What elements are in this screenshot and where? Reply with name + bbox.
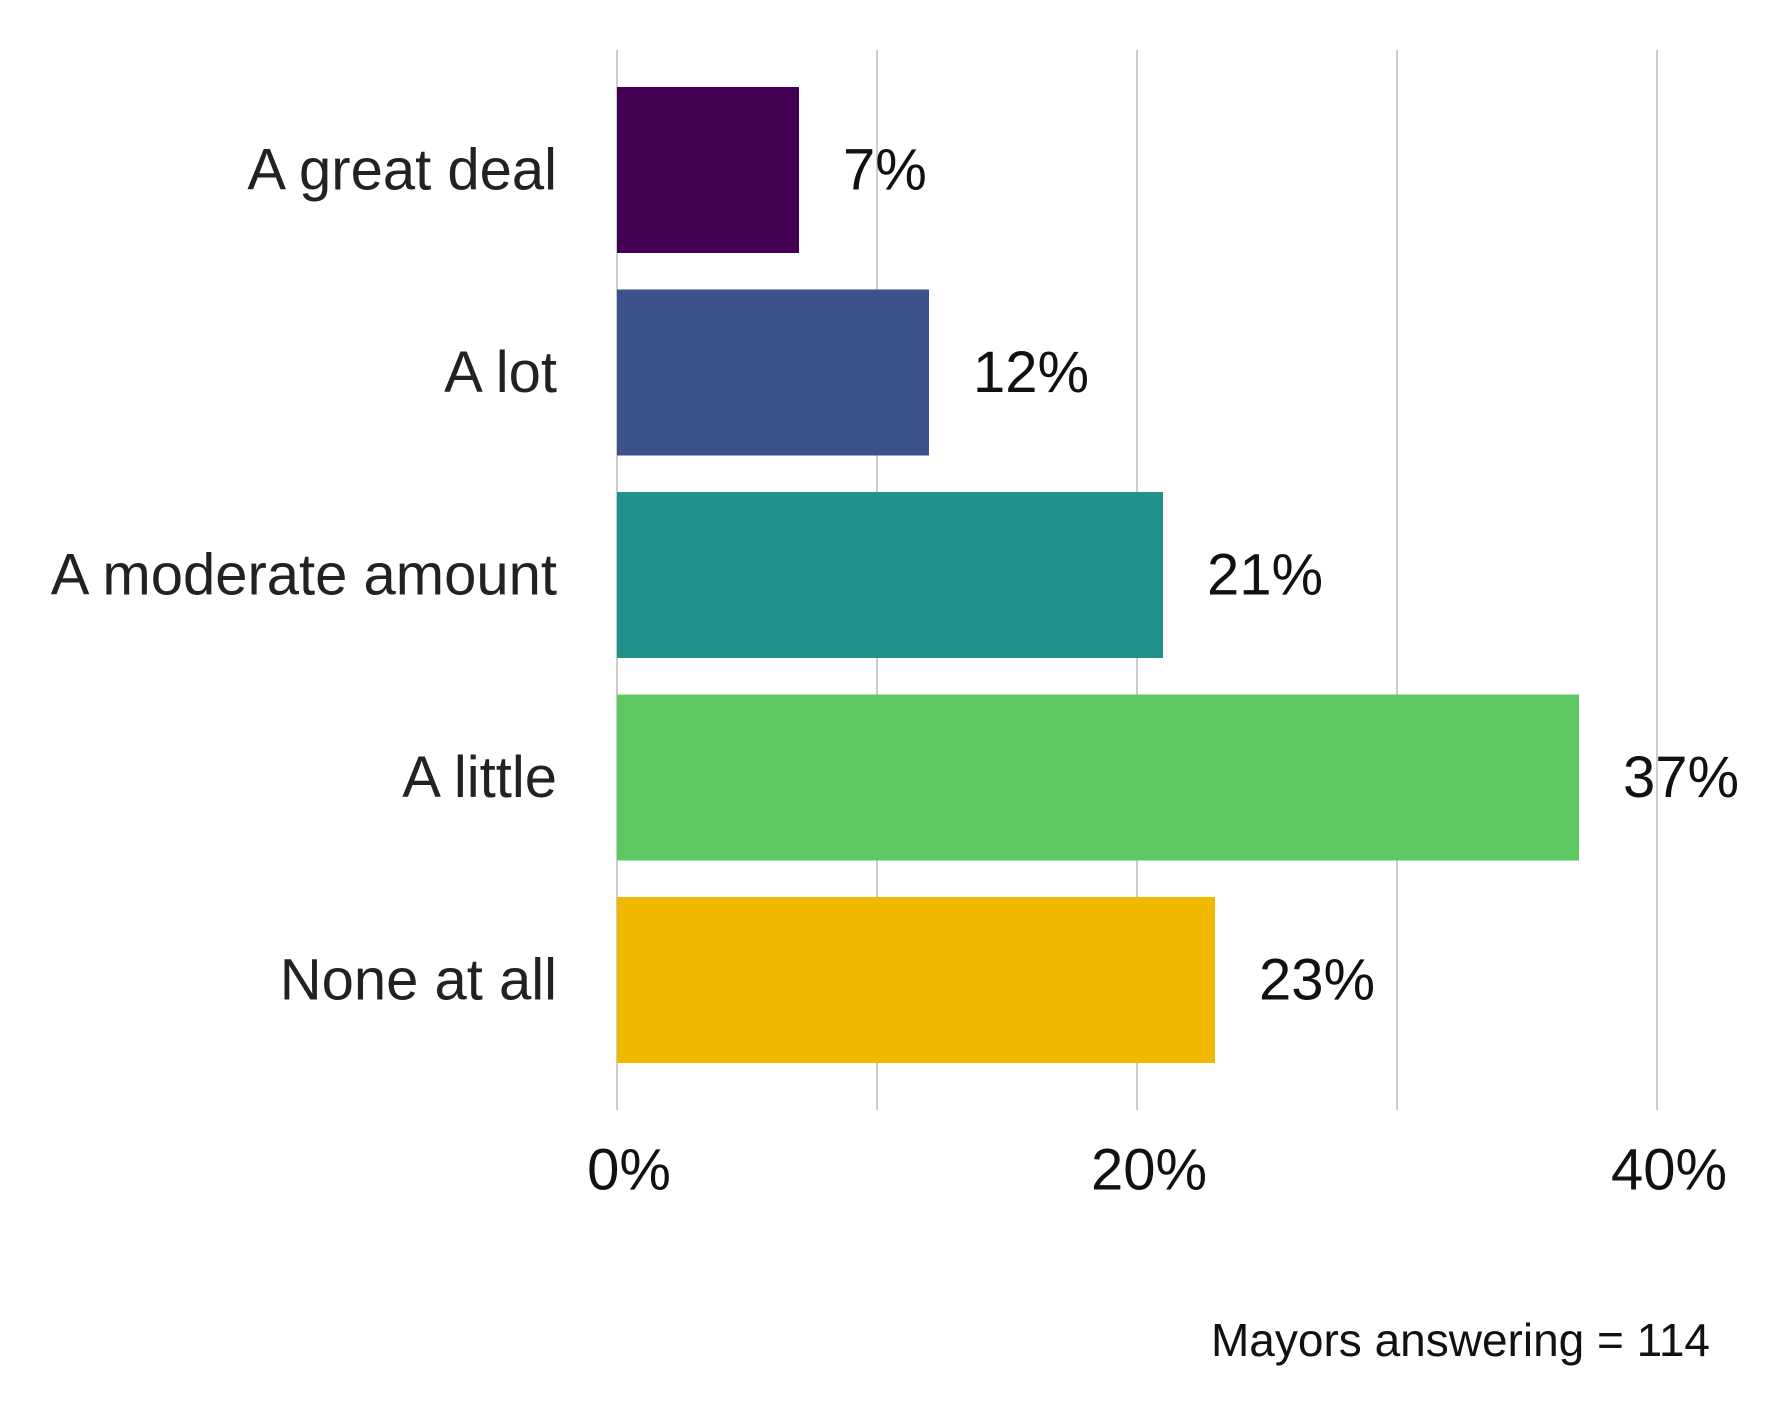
bar-1 [617, 87, 799, 253]
bar-2 [617, 289, 929, 456]
x-axis-tick-labels: 0% 20% 40% [587, 1138, 1727, 1203]
category-label-2: A lot [444, 340, 557, 405]
value-labels: 7% 12% 21% 37% 23% [843, 138, 1739, 1013]
value-label-4: 37% [1623, 745, 1739, 810]
category-label-1: A great deal [247, 138, 557, 203]
sample-size-note: Mayors answering = 114 [1210, 1314, 1710, 1366]
value-label-5: 23% [1259, 948, 1375, 1013]
category-label-4: A little [402, 745, 557, 810]
category-label-5: None at all [280, 948, 557, 1013]
value-label-3: 21% [1207, 543, 1323, 608]
bars [617, 87, 1579, 1063]
x-tick-label-2: 20% [1091, 1138, 1207, 1203]
category-labels: A great deal A lot A moderate amount A litt… [51, 138, 557, 1013]
value-label-2: 12% [973, 340, 1089, 405]
x-tick-label-3: 40% [1611, 1138, 1727, 1203]
x-tick-label-1: 0% [587, 1138, 671, 1203]
value-label-1: 7% [843, 138, 927, 203]
bar-4 [617, 694, 1579, 861]
category-label-3: A moderate amount [51, 543, 557, 608]
bar-5 [617, 897, 1215, 1063]
bar-3 [617, 492, 1163, 658]
